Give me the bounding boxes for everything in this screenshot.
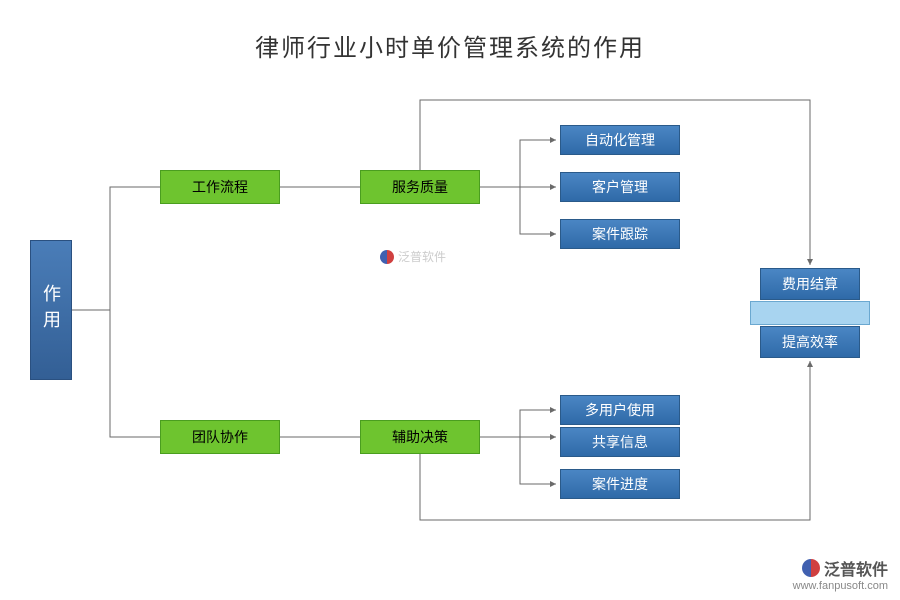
node-decision-support: 辅助决策 <box>360 420 480 454</box>
connector-block <box>750 301 870 325</box>
node-label: 客户管理 <box>592 177 648 197</box>
logo-icon <box>802 559 820 577</box>
diagram-title: 律师行业小时单价管理系统的作用 <box>0 28 900 63</box>
watermark-brand: 泛普软件 <box>793 556 888 580</box>
node-label: 团队协作 <box>192 427 248 447</box>
node-label: 辅助决策 <box>392 427 448 447</box>
node-root: 作用 <box>30 240 72 380</box>
node-automation: 自动化管理 <box>560 125 680 155</box>
node-teamwork: 团队协作 <box>160 420 280 454</box>
watermark-bottom-right: 泛普软件 www.fanpusoft.com <box>793 556 888 592</box>
node-label: 案件进度 <box>592 474 648 494</box>
node-label: 自动化管理 <box>585 130 655 150</box>
watermark-url: www.fanpusoft.com <box>793 580 888 592</box>
node-service-quality: 服务质量 <box>360 170 480 204</box>
node-label: 服务质量 <box>392 177 448 197</box>
node-workflow: 工作流程 <box>160 170 280 204</box>
node-root-label: 作用 <box>38 284 64 336</box>
node-share-info: 共享信息 <box>560 427 680 457</box>
watermark-center-text: 泛普软件 <box>398 248 446 265</box>
node-case-progress: 案件进度 <box>560 469 680 499</box>
node-case-tracking: 案件跟踪 <box>560 219 680 249</box>
node-label: 共享信息 <box>592 432 648 452</box>
node-fee-settlement: 费用结算 <box>760 268 860 300</box>
node-client-mgmt: 客户管理 <box>560 172 680 202</box>
logo-icon <box>380 250 394 264</box>
node-label: 多用户使用 <box>585 400 655 420</box>
node-label: 工作流程 <box>192 177 248 197</box>
connector-lines <box>0 0 900 600</box>
node-label: 提高效率 <box>782 332 838 352</box>
node-label: 费用结算 <box>782 274 838 294</box>
watermark-center: 泛普软件 <box>380 248 446 265</box>
node-multi-user: 多用户使用 <box>560 395 680 425</box>
watermark-brand-text: 泛普软件 <box>824 556 888 580</box>
node-efficiency: 提高效率 <box>760 326 860 358</box>
node-label: 案件跟踪 <box>592 224 648 244</box>
